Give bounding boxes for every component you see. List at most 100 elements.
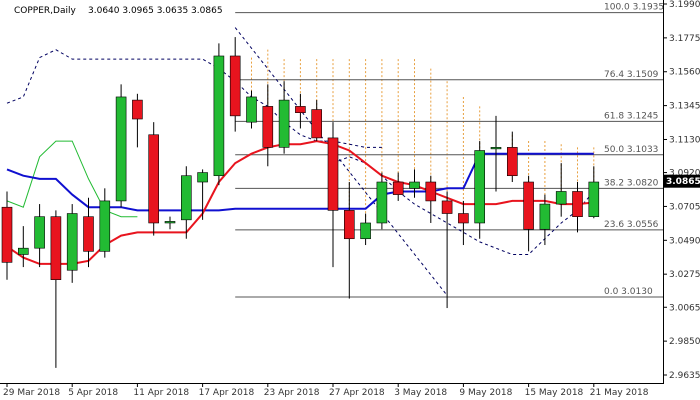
y-tick-label: 2.9635 (669, 371, 700, 381)
chart-ohlc: 3.0640 3.0965 3.0635 3.0865 (88, 6, 223, 16)
candle-body (34, 216, 45, 249)
candle (66, 204, 78, 283)
candle-body (327, 137, 339, 211)
candle (409, 169, 420, 198)
candle-body (343, 210, 355, 240)
fib-level-label: 50.0 3.1033 (604, 145, 658, 155)
x-tick-label: 3 May 2018 (394, 388, 447, 398)
candle-body (164, 221, 176, 224)
candle (425, 175, 437, 223)
candle (115, 84, 127, 208)
x-tick-label: 27 Apr 2018 (329, 388, 385, 398)
candle (523, 175, 534, 252)
y-tick-label: 3.1560 (669, 68, 700, 78)
candle-body (392, 181, 404, 195)
candle (99, 188, 111, 258)
candle-body (506, 147, 518, 177)
fib-level-label: 23.6 3.0556 (604, 220, 659, 230)
candle (490, 115, 502, 192)
candle (246, 90, 257, 129)
y-tick-label: 3.0490 (669, 236, 700, 246)
x-tick-label: 11 Apr 2018 (133, 388, 189, 398)
candles (1, 37, 600, 368)
candle-body (425, 181, 437, 202)
candle-body (50, 216, 62, 280)
candle-body (441, 200, 453, 214)
current-price-tag: 3.0865 (664, 174, 700, 188)
candle (360, 213, 371, 246)
candle-body (360, 222, 371, 240)
candle-body (99, 200, 111, 252)
candle-body (311, 109, 323, 139)
candle (83, 197, 94, 268)
candle (278, 81, 290, 154)
candle-body (246, 96, 257, 123)
candle-body (148, 134, 159, 224)
fib-level-label: 100.0 3.1935 (604, 3, 664, 13)
candle (50, 210, 62, 368)
candle (311, 100, 323, 142)
candle (376, 172, 388, 230)
x-tick-label: 29 Mar 2018 (3, 388, 60, 398)
y-tick-label: 2.9850 (669, 337, 700, 347)
candle (17, 226, 29, 268)
candle (555, 163, 567, 217)
candle-body (539, 203, 551, 230)
candle-body (572, 191, 583, 217)
y-tick-label: 3.1775 (669, 34, 700, 44)
candle (441, 191, 453, 309)
candle (197, 169, 208, 220)
candle (164, 216, 176, 230)
y-tick-label: 3.1990 (669, 0, 700, 10)
y-tick-label: 3.0705 (669, 202, 700, 212)
candle (132, 93, 143, 148)
candle (343, 182, 355, 299)
candle-body (66, 213, 78, 271)
fib-level-label: 61.8 3.1245 (604, 111, 658, 121)
y-tick-label: 3.1345 (669, 102, 700, 112)
candle-body (490, 147, 502, 150)
candle (392, 172, 404, 201)
candle-body (115, 96, 127, 202)
x-tick-label: 15 May 2018 (525, 388, 584, 398)
candle (588, 166, 600, 219)
candle (34, 204, 45, 268)
chart-symbol: COPPER,Daily (14, 6, 76, 16)
fibonacci-levels: 100.0 3.1935 76.4 3.1509 61.8 3.1245 50.0 3… (235, 3, 664, 298)
candle (213, 43, 225, 186)
candle-body (295, 106, 306, 114)
x-tick-label: 17 Apr 2018 (199, 388, 255, 398)
candle-body (555, 191, 567, 205)
x-axis: 29 Mar 2018 5 Apr 2018 11 Apr 2018 17 Apr 2… (3, 383, 649, 398)
candle (539, 194, 551, 246)
y-tick-label: 3.0065 (669, 303, 700, 313)
candle (506, 131, 518, 183)
x-tick-label: 21 May 2018 (590, 388, 649, 398)
candle-body (376, 181, 388, 224)
candle-body (181, 175, 192, 221)
candle-body (132, 99, 143, 120)
x-tick-label: 23 Apr 2018 (264, 388, 320, 398)
candle (148, 122, 159, 236)
current-price-box (664, 174, 700, 188)
candle-body (83, 216, 94, 252)
candle (458, 200, 469, 246)
candle-body (213, 55, 225, 177)
candle-body (409, 181, 420, 189)
fib-level-label: 0.0 3.0130 (604, 287, 653, 297)
candle-body (229, 55, 241, 117)
green-indicator-line (6, 140, 138, 218)
y-tick-label: 3.0275 (669, 270, 700, 280)
candle (572, 182, 583, 233)
candle-body (474, 150, 486, 224)
candle-body (262, 106, 274, 148)
candle (327, 122, 339, 268)
fib-level-label: 76.4 3.1509 (604, 70, 659, 80)
fib-level-label: 38.2 3.0820 (604, 178, 659, 188)
candle-body (17, 247, 29, 255)
y-axis: 3.1990 3.1775 3.1560 3.1345 3.1130 3.0920 3.07… (663, 0, 700, 381)
x-tick-label: 5 Apr 2018 (68, 388, 118, 398)
candle (295, 93, 306, 129)
x-tick-label: 9 May 2018 (459, 388, 512, 398)
